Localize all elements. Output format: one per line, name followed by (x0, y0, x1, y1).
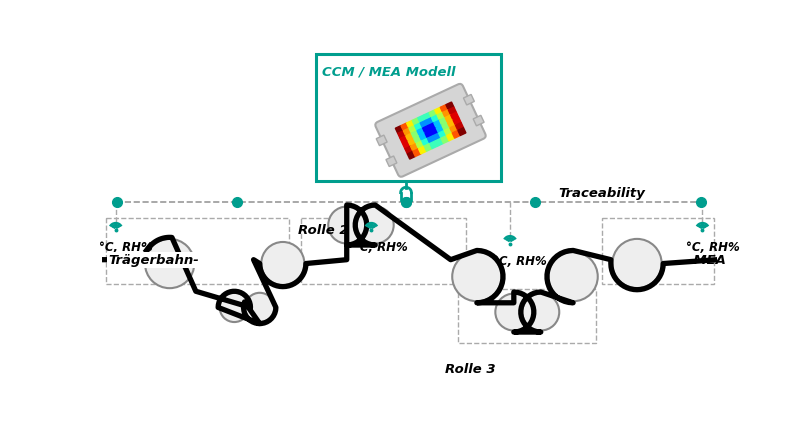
Bar (400, 137, 408, 144)
Bar (414, 136, 422, 144)
Bar (411, 131, 419, 139)
Bar (443, 110, 451, 118)
Bar (403, 142, 411, 150)
Bar (453, 118, 461, 126)
Circle shape (220, 293, 249, 322)
Bar (439, 131, 447, 139)
Bar (415, 124, 423, 131)
Bar (419, 147, 427, 155)
Bar (450, 126, 458, 134)
Bar (447, 134, 455, 141)
Circle shape (328, 207, 365, 244)
Bar (451, 113, 459, 121)
Bar (448, 108, 456, 116)
Bar (430, 141, 438, 149)
Bar (473, 116, 484, 127)
Circle shape (495, 294, 532, 331)
Text: -MEA: -MEA (689, 253, 726, 267)
Bar (407, 152, 415, 160)
Text: °C, RH%: °C, RH% (686, 241, 739, 254)
Bar (409, 126, 417, 134)
Bar (437, 113, 445, 121)
Bar (458, 129, 466, 136)
Bar (433, 134, 441, 141)
Circle shape (356, 207, 394, 244)
Bar (406, 134, 414, 142)
Bar (444, 129, 452, 136)
Text: °C, RH%: °C, RH% (99, 241, 153, 254)
Bar (423, 113, 431, 121)
Bar (416, 141, 424, 150)
Bar (445, 116, 453, 124)
Text: °C, RH%: °C, RH% (355, 241, 408, 254)
Bar (452, 131, 460, 139)
Circle shape (245, 293, 274, 322)
Bar (411, 144, 419, 152)
FancyBboxPatch shape (376, 85, 486, 177)
Bar (436, 126, 444, 134)
Bar (425, 131, 433, 139)
Bar (423, 126, 431, 134)
Bar (418, 116, 426, 124)
Bar (396, 127, 403, 134)
Bar (439, 118, 447, 126)
Bar (419, 134, 427, 141)
Bar (447, 121, 455, 129)
Bar (413, 150, 421, 157)
Bar (398, 132, 406, 139)
Bar (427, 136, 435, 144)
Bar (455, 123, 463, 131)
Bar (435, 139, 443, 147)
Bar (405, 147, 413, 155)
Circle shape (612, 239, 662, 288)
Bar (435, 108, 443, 116)
Text: Trägerbahn-: Trägerbahn- (108, 253, 199, 267)
Circle shape (452, 252, 502, 302)
Bar (441, 136, 449, 144)
Bar (417, 129, 425, 136)
Bar (463, 95, 475, 106)
Bar (386, 157, 397, 167)
Bar (431, 116, 439, 124)
Bar (412, 118, 420, 126)
Text: °C, RH%: °C, RH% (493, 254, 547, 267)
Bar (429, 111, 437, 118)
Bar (403, 129, 411, 137)
Bar (424, 144, 432, 152)
Bar (431, 129, 439, 136)
Bar (407, 121, 415, 129)
Bar (446, 103, 454, 110)
Bar (434, 121, 442, 129)
Bar (442, 124, 450, 131)
Circle shape (548, 252, 598, 302)
Text: Rolle 2: Rolle 2 (298, 224, 349, 237)
Bar (440, 105, 448, 113)
Bar (408, 139, 416, 147)
Circle shape (523, 294, 559, 331)
Text: Rolle 3: Rolle 3 (444, 362, 495, 375)
Text: CCM / MEA Modell: CCM / MEA Modell (322, 66, 455, 79)
Bar (428, 124, 436, 131)
Bar (401, 124, 409, 132)
Bar (420, 121, 428, 129)
Circle shape (145, 239, 194, 288)
Circle shape (261, 242, 304, 285)
Bar (376, 136, 388, 146)
Text: Traceability: Traceability (559, 187, 646, 199)
Bar (422, 139, 430, 147)
FancyBboxPatch shape (316, 55, 501, 182)
Bar (426, 118, 434, 126)
